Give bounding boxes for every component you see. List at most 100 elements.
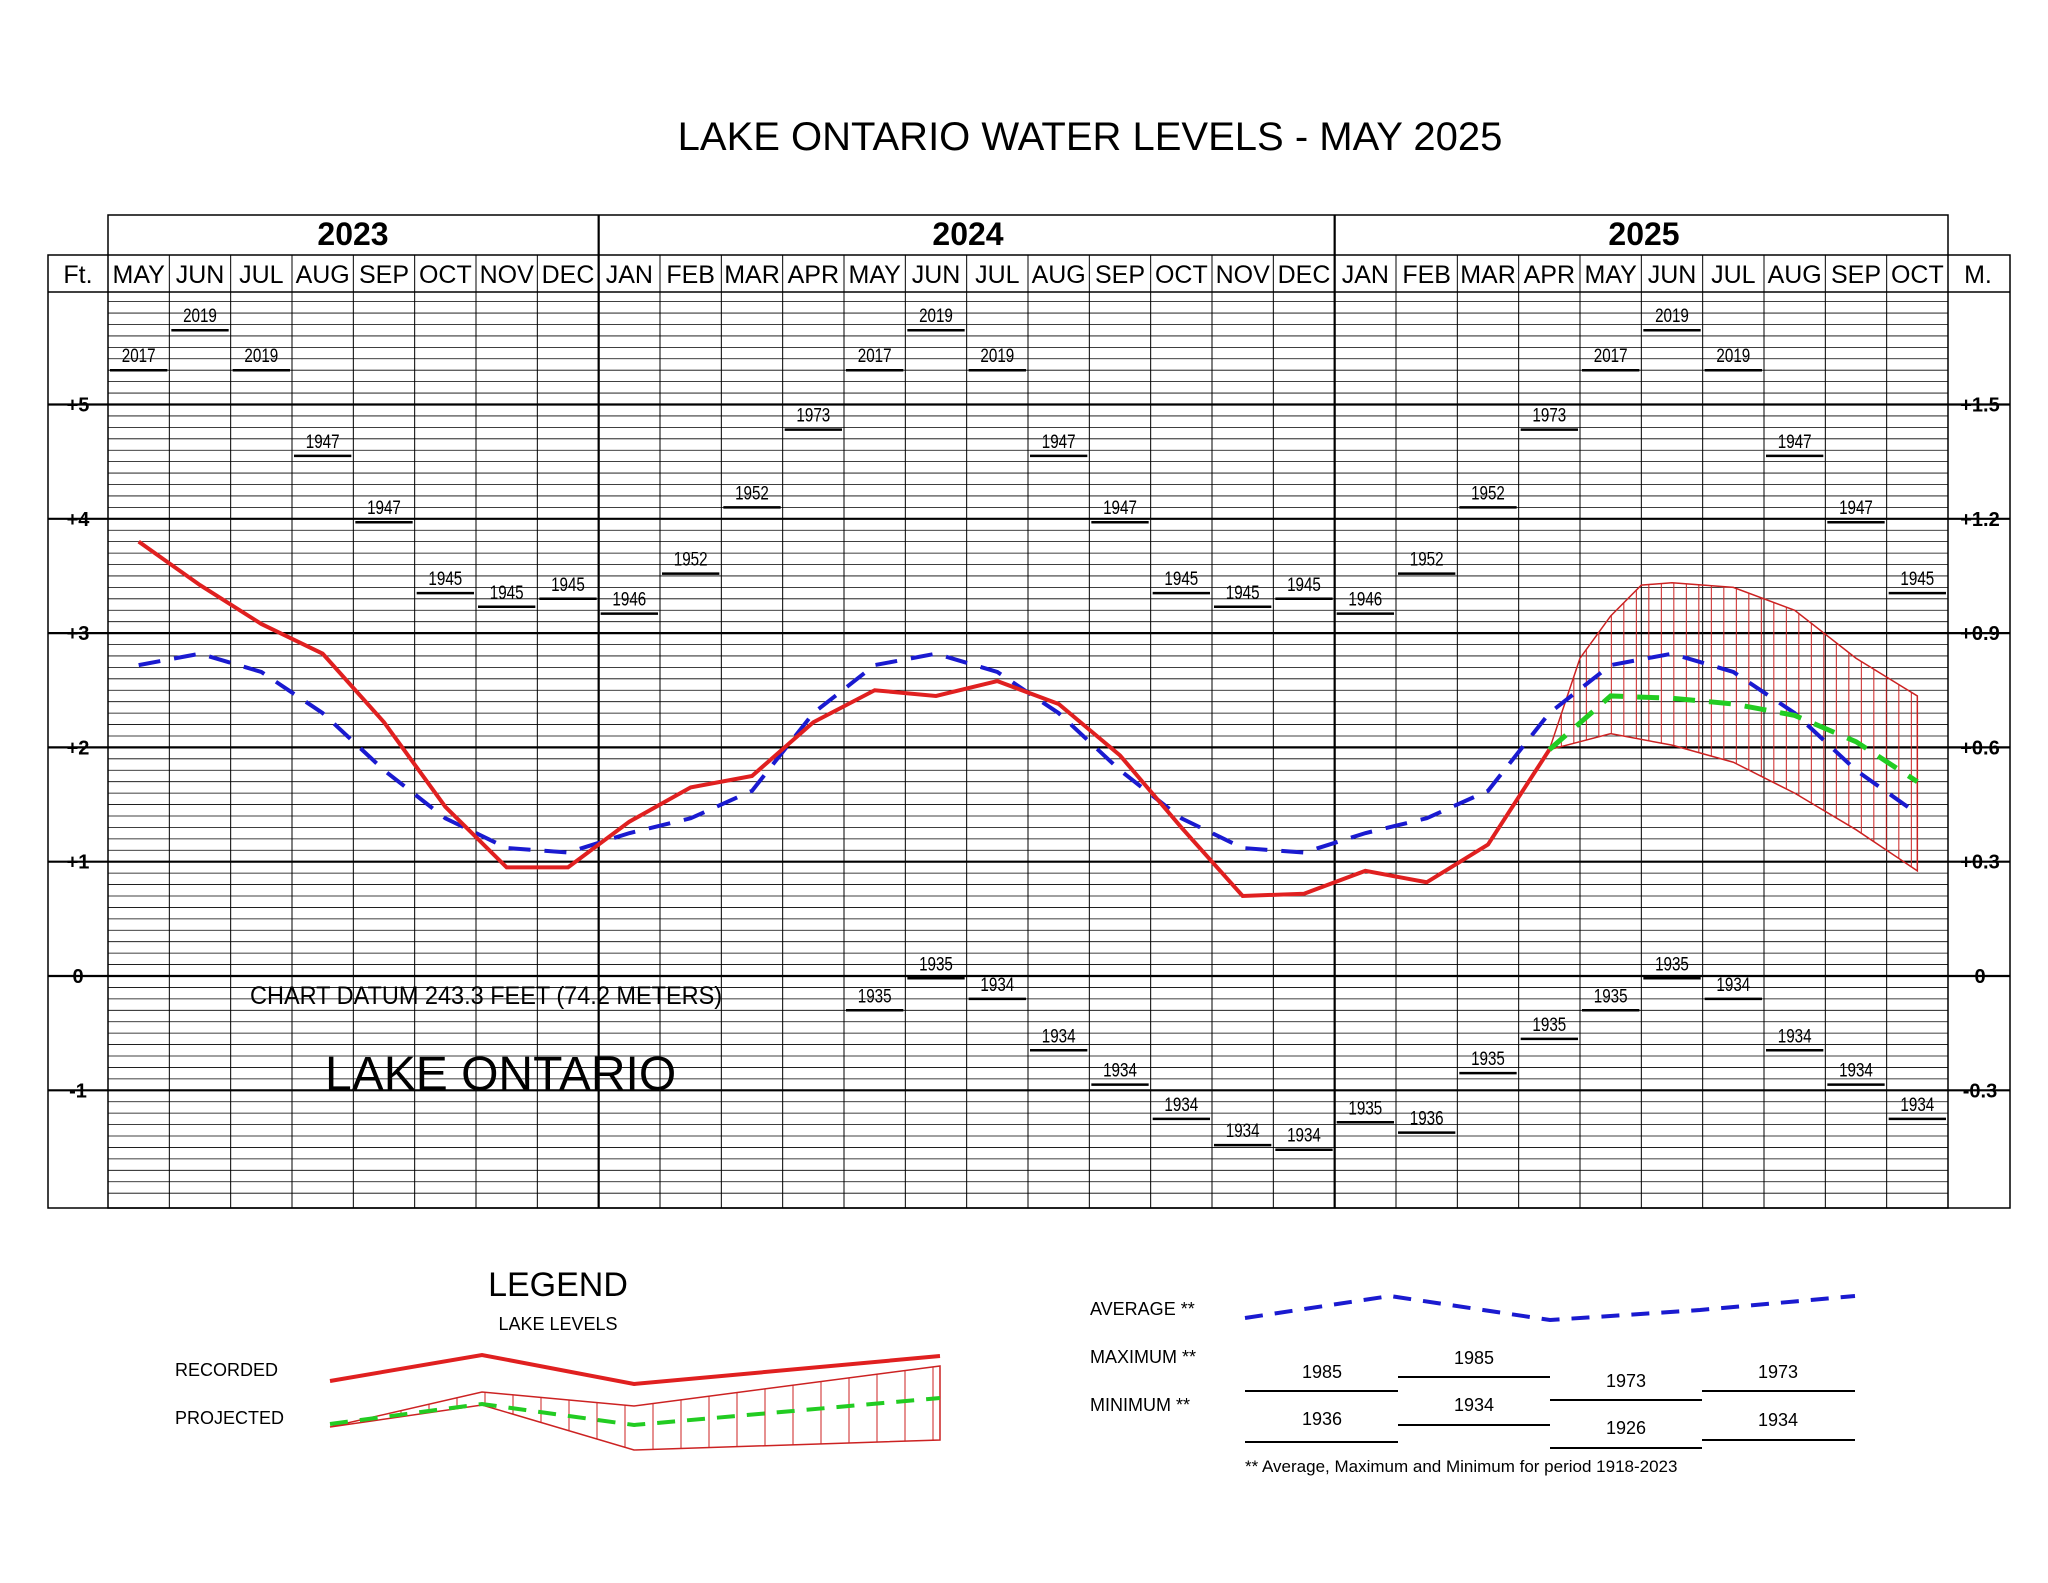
- month-label: SEP: [1095, 261, 1145, 289]
- month-label: OCT: [1155, 261, 1208, 289]
- month-label: NOV: [480, 261, 535, 289]
- y-tick-ft: -1: [69, 1080, 87, 1102]
- minimum_records-year: 1934: [1042, 1025, 1076, 1047]
- month-label: JUL: [1711, 261, 1756, 289]
- y-tick-m: 0: [1974, 966, 1985, 988]
- month-label: SEP: [359, 261, 409, 289]
- maximum_records-year: 1947: [1778, 430, 1812, 452]
- maximum_records-year: 1952: [735, 482, 769, 504]
- legend-max-year-1: 1985: [1302, 1362, 1342, 1382]
- minimum_records-year: 1934: [980, 973, 1014, 995]
- month-label: JUN: [176, 261, 225, 289]
- legend-band-outline: [329, 1365, 941, 1451]
- month-label: JAN: [1342, 261, 1389, 289]
- maximum_records-year: 2019: [183, 305, 217, 327]
- year-header-2023: 2023: [317, 216, 388, 252]
- legend-max-year-4: 1973: [1758, 1362, 1798, 1382]
- minimum_records-year: 1935: [1655, 953, 1689, 975]
- maximum_records-year: 1945: [1287, 573, 1321, 595]
- maximum_records-year: 1947: [367, 497, 401, 519]
- month-label: APR: [1524, 261, 1575, 289]
- minimum_records-year: 1935: [919, 953, 953, 975]
- maximum_records-year: 2019: [919, 305, 953, 327]
- minimum_records-year: 1935: [858, 985, 892, 1007]
- maximum_records-year: 1947: [1839, 497, 1873, 519]
- month-label: APR: [788, 261, 839, 289]
- minimum_records-year: 1934: [1778, 1025, 1812, 1047]
- y-tick-m: +1.2: [1960, 509, 1999, 531]
- month-label: MAR: [724, 261, 780, 289]
- maximum_records-year: 1947: [306, 430, 340, 452]
- legend-min-year-4: 1934: [1758, 1410, 1798, 1430]
- legend-footnote: ** Average, Maximum and Minimum for peri…: [1245, 1457, 1677, 1476]
- month-label: JUL: [239, 261, 284, 289]
- year-header-2024: 2024: [932, 216, 1003, 252]
- maximum_records-year: 1945: [1226, 581, 1260, 603]
- legend-maximum-label: MAXIMUM **: [1090, 1347, 1196, 1367]
- minimum_records-year: 1934: [1103, 1059, 1137, 1081]
- month-label: NOV: [1216, 261, 1271, 289]
- minimum_records-year: 1934: [1226, 1119, 1260, 1141]
- month-label: JAN: [606, 261, 653, 289]
- y-tick-m: +0.6: [1960, 737, 1999, 759]
- minimum_records-year: 1934: [1839, 1059, 1873, 1081]
- minimum_records-year: 1934: [1716, 973, 1750, 995]
- maximum_records-year: 1945: [1164, 567, 1198, 589]
- legend-projected-line: [329, 1396, 941, 1428]
- legend-recorded-label: RECORDED: [175, 1360, 278, 1380]
- legend-recorded-line: [329, 1352, 941, 1387]
- minimum_records-year: 1934: [1287, 1124, 1321, 1146]
- minimum_records-year: 1934: [1164, 1093, 1198, 1115]
- legend-average-label: AVERAGE **: [1090, 1299, 1195, 1319]
- legend-projected-band: [329, 1365, 941, 1451]
- legend-subtitle: LAKE LEVELS: [498, 1314, 617, 1334]
- month-label: MAY: [849, 261, 902, 289]
- month-label: OCT: [419, 261, 472, 289]
- y-tick-ft: +2: [67, 737, 90, 759]
- month-labels: MAY JUN JUL AUG SEP OCT NOV DEC JAN FEB MAR APR MAY J…: [113, 261, 1944, 289]
- month-label: MAR: [1460, 261, 1516, 289]
- maximum_records-year: 1952: [1471, 482, 1505, 504]
- maximum_records-year: 1946: [1348, 588, 1382, 610]
- maximum_records-year: 2017: [1594, 345, 1628, 367]
- month-label: AUG: [1032, 261, 1086, 289]
- maximum_records-year: 1945: [428, 567, 462, 589]
- y-tick-m: +0.3: [1960, 852, 1999, 874]
- y-tick-m: +1.5: [1960, 395, 1999, 417]
- lake-label: LAKE ONTARIO: [325, 1048, 676, 1101]
- year-header-2025: 2025: [1608, 216, 1679, 252]
- projected-line: [1547, 693, 1919, 784]
- maximum_records-year: 1973: [1532, 404, 1566, 426]
- y-tick-m: -0.3: [1963, 1080, 1997, 1102]
- maximum_records-year: 1945: [551, 573, 585, 595]
- minimum_records-year: 1935: [1471, 1047, 1505, 1069]
- month-label: OCT: [1891, 261, 1944, 289]
- month-label: JUL: [975, 261, 1020, 289]
- y-tick-ft: 0: [72, 966, 83, 988]
- month-label: SEP: [1831, 261, 1881, 289]
- legend-max-year-3: 1973: [1606, 1371, 1646, 1391]
- maximum_records-year: 2019: [1716, 345, 1750, 367]
- month-label: AUG: [1768, 261, 1822, 289]
- legend: LEGEND LAKE LEVELS RECORDED PROJECTED AV…: [175, 1266, 1856, 1476]
- month-label: DEC: [542, 261, 595, 289]
- series-lines: [137, 540, 1919, 899]
- maximum_records-year: 1952: [674, 548, 708, 570]
- legend-average-line: [1244, 1293, 1856, 1323]
- legend-title: LEGEND: [488, 1266, 628, 1304]
- chart-grid: [48, 215, 2010, 1208]
- legend-max-year-2: 1985: [1454, 1348, 1494, 1368]
- recorded-line: [137, 540, 1552, 899]
- legend-projected-label: PROJECTED: [175, 1408, 284, 1428]
- maximum_records-year: 2019: [980, 345, 1014, 367]
- projected-band: [1548, 582, 1919, 873]
- maximum_records-year: 1946: [612, 588, 646, 610]
- legend-min-year-3: 1926: [1606, 1418, 1646, 1438]
- maximum_records-year: 2017: [122, 345, 156, 367]
- y-tick-ft: +5: [67, 395, 90, 417]
- month-label: FEB: [666, 261, 715, 289]
- month-label: JUN: [912, 261, 961, 289]
- month-label: JUN: [1648, 261, 1697, 289]
- minimum_records-year: 1935: [1532, 1013, 1566, 1035]
